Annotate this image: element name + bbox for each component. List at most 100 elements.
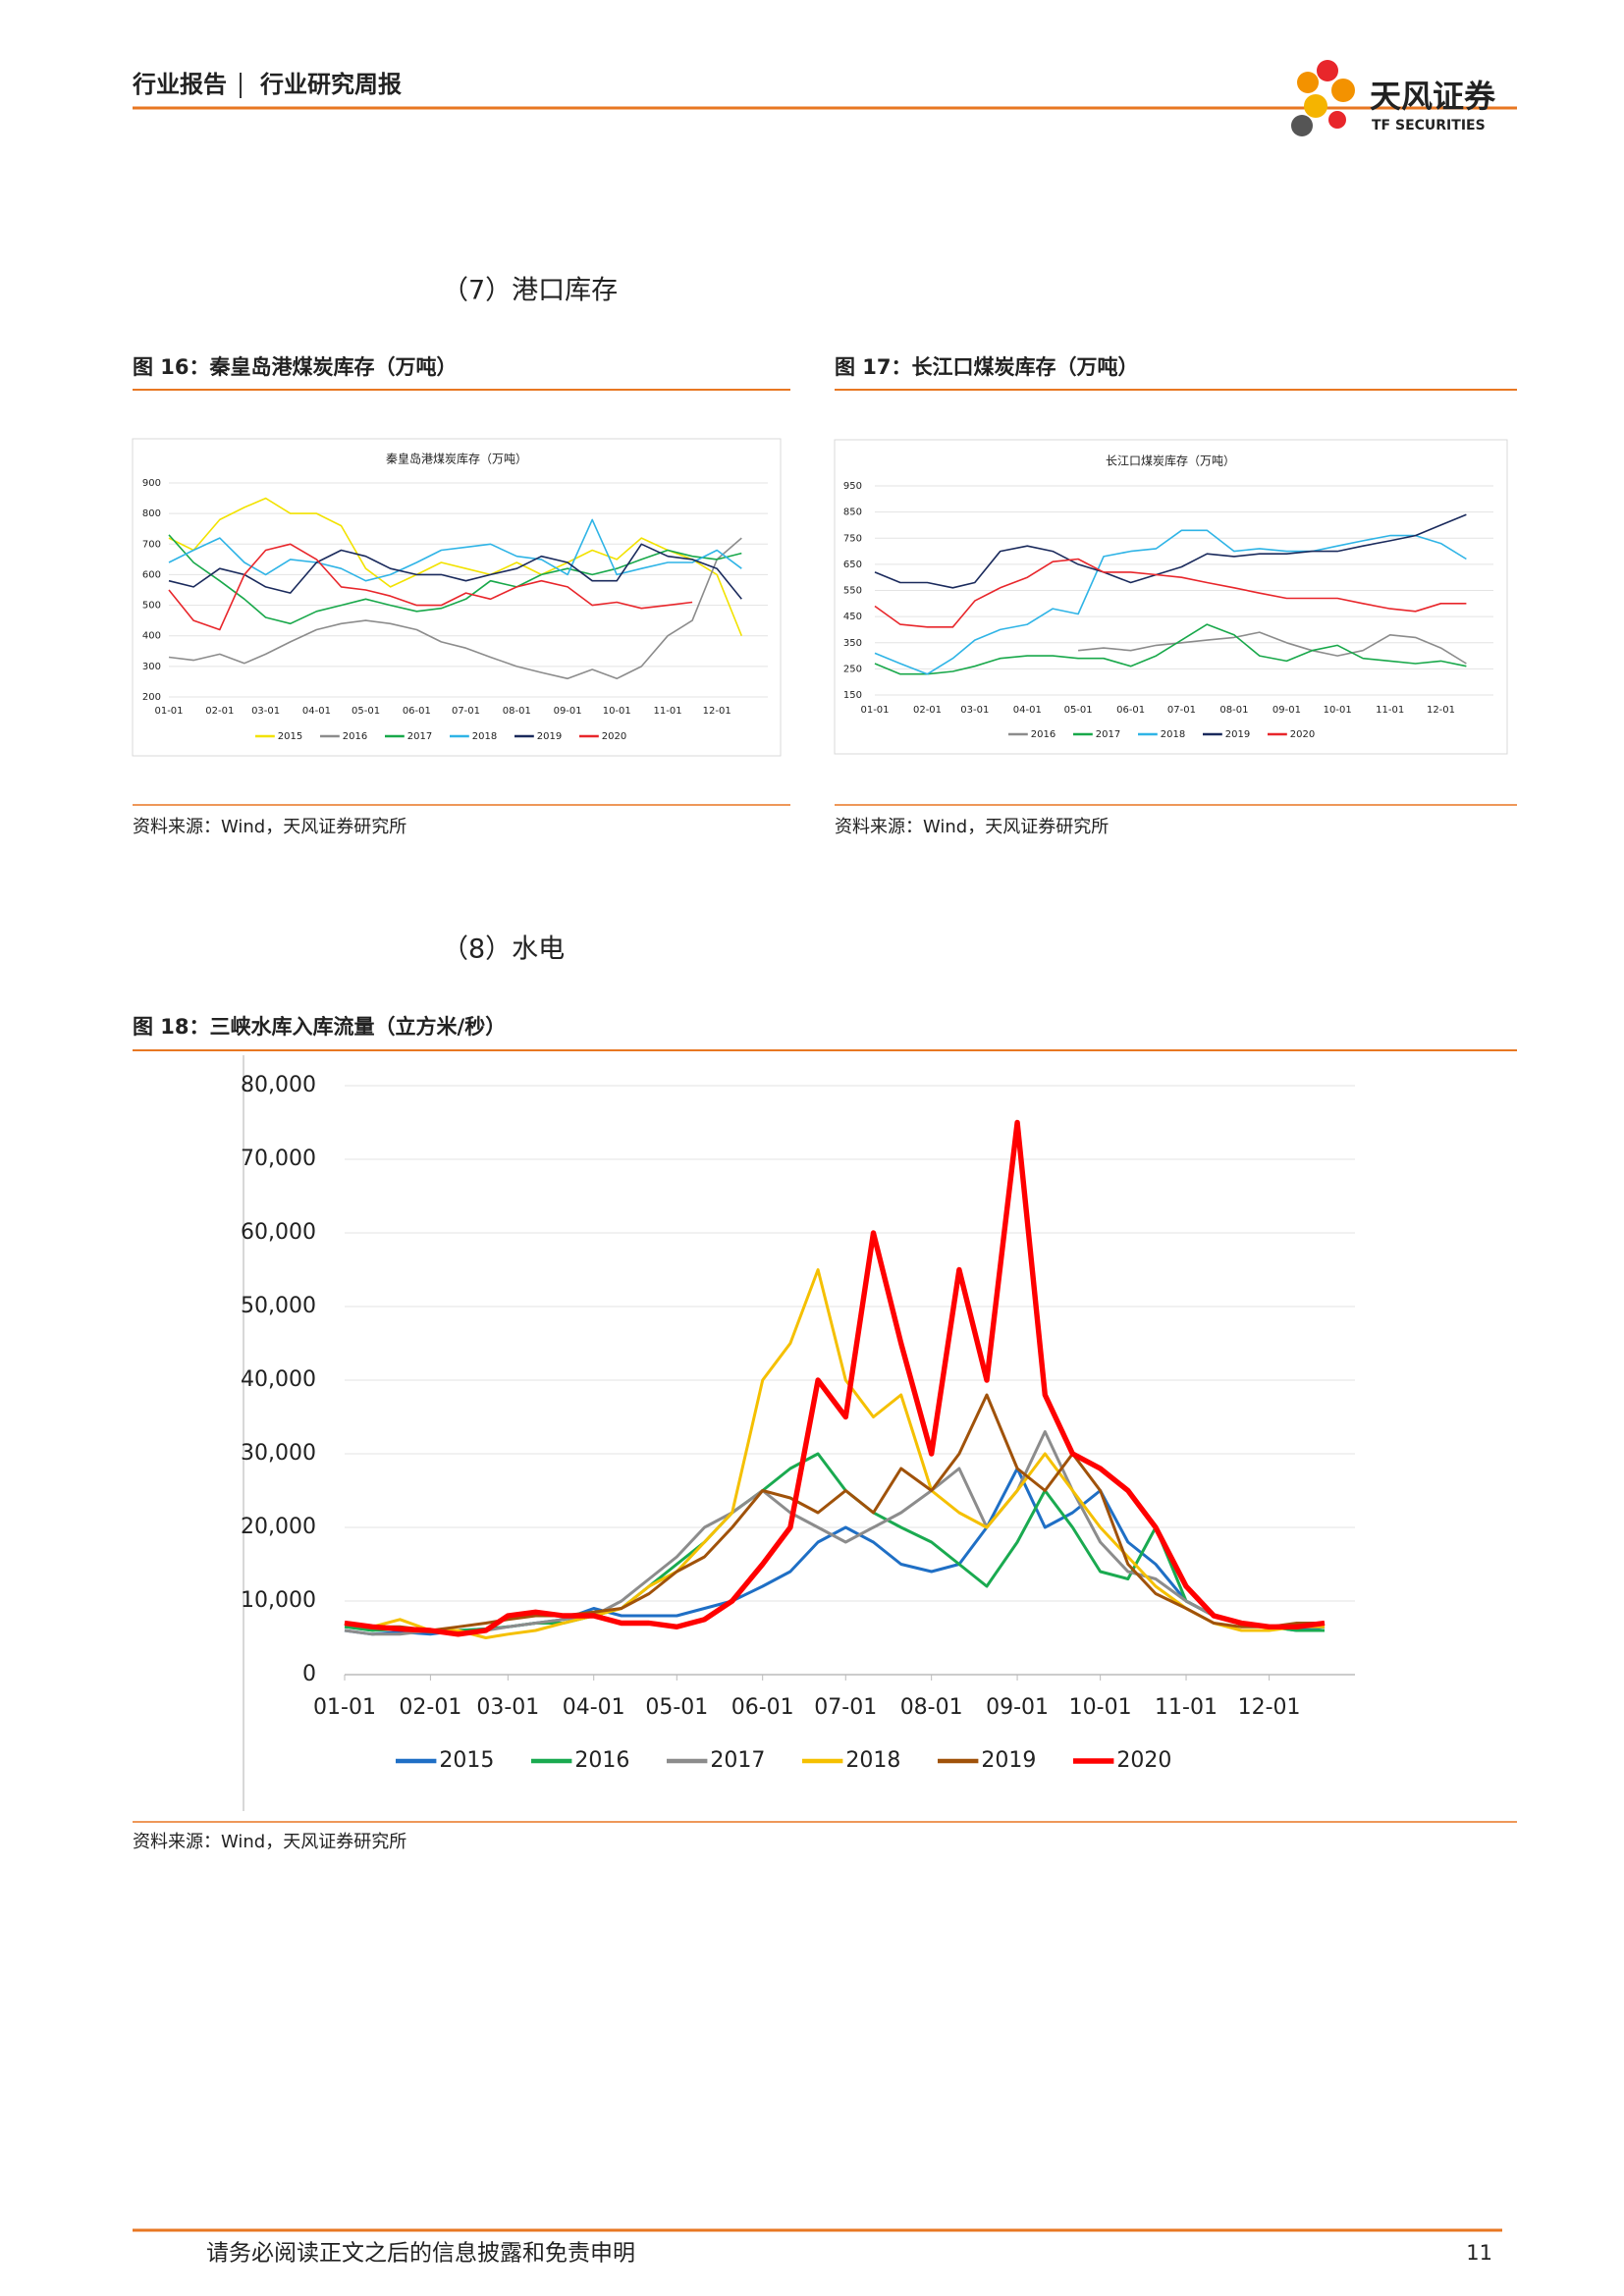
y-tick-label: 300 bbox=[142, 662, 161, 672]
legend-label: 2018 bbox=[845, 1748, 900, 1773]
x-tick-label: 07-01 bbox=[814, 1695, 877, 1720]
x-tick-label: 09-01 bbox=[1272, 705, 1301, 716]
y-tick-label: 70,000 bbox=[241, 1147, 316, 1171]
y-tick-label: 850 bbox=[843, 507, 862, 518]
x-tick-label: 06-01 bbox=[1116, 705, 1145, 716]
series-line bbox=[344, 1119, 1326, 1637]
x-tick-label: 10-01 bbox=[603, 706, 631, 717]
series-line bbox=[168, 543, 742, 600]
series-line bbox=[168, 497, 743, 636]
x-tick-label: 03-01 bbox=[476, 1695, 539, 1720]
legend-label: 2018 bbox=[1161, 729, 1185, 740]
legend-label: 2016 bbox=[1031, 729, 1056, 740]
header-right: 行业研究周报 bbox=[259, 71, 402, 98]
figure-caption: 图 18：三峡水库入库流量（立方米/秒） bbox=[133, 1015, 506, 1039]
y-tick-label: 150 bbox=[843, 690, 862, 701]
logo bbox=[1291, 60, 1355, 136]
y-tick-label: 450 bbox=[843, 612, 862, 622]
chart-title: 长江口煤炭库存（万吨） bbox=[1106, 454, 1235, 468]
series-line bbox=[874, 558, 1467, 628]
figure-source: 资料来源：Wind，天风证券研究所 bbox=[835, 817, 1109, 837]
x-tick-label: 08-01 bbox=[1219, 705, 1248, 716]
x-tick-label: 07-01 bbox=[452, 706, 480, 717]
y-tick-label: 750 bbox=[843, 533, 862, 544]
series-line bbox=[1078, 631, 1467, 665]
x-tick-label: 01-01 bbox=[313, 1695, 376, 1720]
header-left: 行业报告 bbox=[132, 71, 227, 98]
series-line bbox=[168, 543, 693, 631]
x-tick-label: 04-01 bbox=[563, 1695, 625, 1720]
x-tick-label: 07-01 bbox=[1167, 705, 1196, 716]
x-tick-label: 03-01 bbox=[960, 705, 989, 716]
section-title: （7）港口库存 bbox=[442, 276, 618, 306]
series-line bbox=[344, 1467, 1326, 1636]
y-tick-label: 0 bbox=[302, 1662, 316, 1686]
x-tick-label: 01-01 bbox=[860, 705, 889, 716]
y-tick-label: 800 bbox=[142, 508, 161, 519]
y-tick-label: 80,000 bbox=[241, 1073, 316, 1097]
x-tick-label: 11-01 bbox=[1155, 1695, 1218, 1720]
x-tick-label: 03-01 bbox=[251, 706, 280, 717]
x-tick-label: 12-01 bbox=[1238, 1695, 1301, 1720]
logo-en: TF SECURITIES bbox=[1372, 118, 1486, 133]
figure-caption: 图 17：长江口煤炭库存（万吨） bbox=[835, 355, 1139, 379]
legend-label: 2017 bbox=[1096, 729, 1120, 740]
series-line bbox=[344, 1430, 1326, 1636]
x-tick-label: 02-01 bbox=[913, 705, 942, 716]
legend-label: 2016 bbox=[574, 1748, 629, 1773]
x-tick-label: 10-01 bbox=[1069, 1695, 1132, 1720]
y-tick-label: 50,000 bbox=[241, 1294, 316, 1318]
legend-label: 2018 bbox=[472, 731, 497, 742]
y-tick-label: 650 bbox=[843, 560, 862, 570]
y-tick-label: 350 bbox=[843, 638, 862, 649]
series-line bbox=[168, 537, 742, 680]
legend-label: 2015 bbox=[278, 731, 302, 742]
figure-source: 资料来源：Wind，天风证券研究所 bbox=[133, 817, 406, 837]
y-tick-label: 950 bbox=[843, 481, 862, 492]
x-tick-label: 06-01 bbox=[403, 706, 431, 717]
x-tick-label: 06-01 bbox=[731, 1695, 794, 1720]
x-tick-label: 11-01 bbox=[654, 706, 682, 717]
legend-label: 2019 bbox=[981, 1748, 1036, 1773]
y-tick-label: 550 bbox=[843, 586, 862, 597]
series-line bbox=[874, 513, 1467, 589]
y-tick-label: 60,000 bbox=[241, 1220, 316, 1245]
y-tick-label: 900 bbox=[142, 478, 161, 489]
series-line bbox=[344, 1268, 1325, 1639]
x-tick-label: 12-01 bbox=[703, 706, 731, 717]
y-tick-label: 30,000 bbox=[241, 1441, 316, 1466]
series-line bbox=[874, 529, 1467, 675]
x-tick-label: 04-01 bbox=[302, 706, 331, 717]
chart-title: 秦皇岛港煤炭库存（万吨） bbox=[386, 452, 527, 466]
x-tick-label: 11-01 bbox=[1376, 705, 1404, 716]
y-tick-label: 500 bbox=[142, 601, 161, 612]
x-tick-label: 10-01 bbox=[1324, 705, 1352, 716]
legend-label: 2017 bbox=[710, 1748, 765, 1773]
legend-label: 2019 bbox=[537, 731, 562, 742]
footer-disclaimer: 请务必阅读正文之后的信息披露和免责申明 bbox=[206, 2241, 635, 2267]
series-line bbox=[874, 623, 1467, 675]
y-tick-label: 10,000 bbox=[241, 1588, 316, 1613]
series-line bbox=[168, 518, 742, 582]
x-tick-label: 12-01 bbox=[1427, 705, 1455, 716]
y-tick-label: 400 bbox=[142, 631, 161, 642]
legend-label: 2019 bbox=[1225, 729, 1250, 740]
x-tick-label: 09-01 bbox=[986, 1695, 1049, 1720]
series-line bbox=[168, 534, 742, 625]
legend-label: 2015 bbox=[439, 1748, 494, 1773]
x-tick-label: 01-01 bbox=[154, 706, 183, 717]
legend-label: 2020 bbox=[1116, 1748, 1171, 1773]
x-tick-label: 05-01 bbox=[1064, 705, 1093, 716]
chart-box bbox=[834, 439, 1508, 755]
legend-label: 2017 bbox=[407, 731, 432, 742]
y-tick-label: 250 bbox=[843, 664, 862, 674]
y-tick-label: 700 bbox=[142, 539, 161, 550]
y-tick-label: 40,000 bbox=[241, 1367, 316, 1392]
section-title: （8）水电 bbox=[442, 934, 565, 965]
x-tick-label: 02-01 bbox=[399, 1695, 461, 1720]
x-tick-label: 05-01 bbox=[352, 706, 380, 717]
legend-label: 2020 bbox=[1290, 729, 1315, 740]
figure-caption: 图 16：秦皇岛港煤炭库存（万吨） bbox=[133, 355, 458, 379]
y-tick-label: 20,000 bbox=[241, 1515, 316, 1539]
